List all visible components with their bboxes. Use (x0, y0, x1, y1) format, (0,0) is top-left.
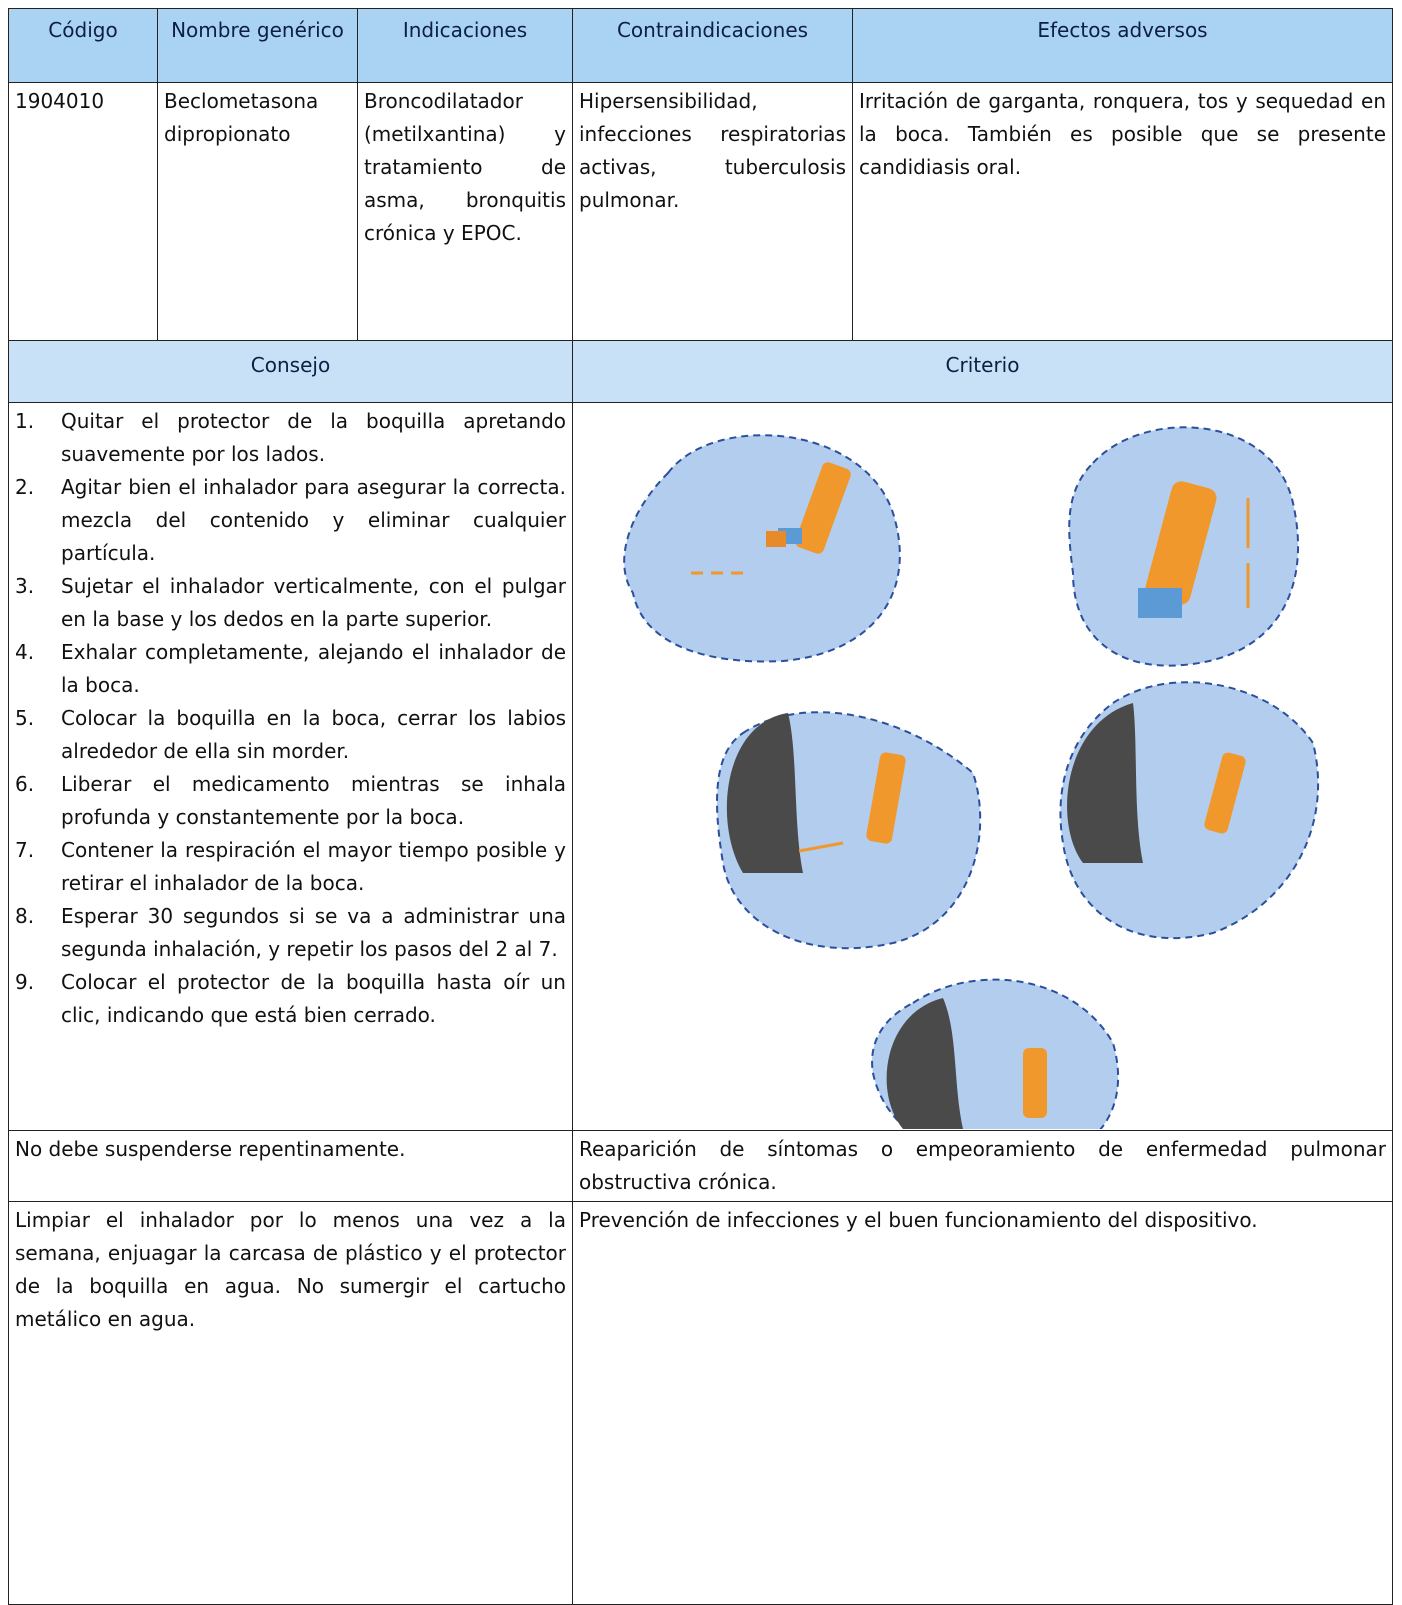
cell: Hipersensibilidad, infecciones respirato… (572, 82, 853, 341)
step-text: Colocar la boquilla en la boca, cerrar l… (61, 706, 566, 763)
drug-table: Código Nombre genérico Indicaciones Cont… (8, 8, 1393, 1605)
step-text: Liberar el medicamento mientras se inhal… (61, 772, 566, 829)
illustration (623, 434, 901, 663)
cell: Reaparición de síntomas o empeoramiento … (572, 1130, 1393, 1202)
step: 8. Esperar 30 segundos si se va a adminis… (15, 900, 566, 966)
step: 9. Colocar el protector de la boquilla ha… (15, 966, 566, 1032)
illustration (1059, 681, 1320, 940)
step: 6. Liberar el medicamento mientras se inh… (15, 768, 566, 834)
illustrations-cell (572, 402, 1393, 1131)
step: 1. Quitar el protector de la boquilla apr… (15, 405, 566, 471)
cell: Irritación de garganta, ronquera, tos y … (852, 82, 1393, 341)
illustration (871, 978, 1119, 1129)
header-cell: Código (8, 8, 158, 83)
steps-row: 1. Quitar el protector de la boquilla apr… (8, 402, 1393, 1131)
advice-row: No debe suspenderse repentinamente. Reap… (8, 1130, 1393, 1202)
step-text: Sujetar el inhalador verticalmente, con … (61, 574, 566, 631)
step-number: 1. (15, 409, 35, 433)
illustration (716, 711, 982, 950)
cell: 1904010 (8, 82, 158, 341)
step-text: Colocar el protector de la boquilla hast… (61, 970, 566, 1027)
cell: Limpiar el inhalador por lo menos una ve… (8, 1201, 573, 1605)
header-row: Código Nombre genérico Indicaciones Cont… (8, 8, 1393, 83)
step-number: 7. (15, 838, 35, 862)
header-cell: Contraindicaciones (572, 8, 853, 83)
step: 2. Agitar bien el inhalador para asegurar… (15, 471, 566, 570)
step: 7. Contener la respiración el mayor tiemp… (15, 834, 566, 900)
subheader-cell: Consejo (8, 340, 573, 403)
subheader-cell: Criterio (572, 340, 1393, 403)
step-number: 8. (15, 904, 35, 928)
cell: Broncodilatador (metilxantina) y tratami… (357, 82, 573, 341)
cell: Beclometasona dipropionato (157, 82, 358, 341)
step-number: 4. (15, 640, 35, 664)
step-number: 3. (15, 574, 35, 598)
step-text: Exhalar completamente, alejando el inhal… (61, 640, 566, 697)
illustrations (623, 426, 1320, 1129)
step-text: Quitar el protector de la boquilla apret… (61, 409, 566, 466)
header-cell: Efectos adversos (852, 8, 1393, 83)
cell: Prevención de infecciones y el buen func… (572, 1201, 1393, 1605)
cell: No debe suspenderse repentinamente. (8, 1130, 573, 1202)
step-text: Esperar 30 segundos si se va a administr… (61, 904, 566, 961)
step: 4. Exhalar completamente, alejando el inh… (15, 636, 566, 702)
header-cell: Indicaciones (357, 8, 573, 83)
step: 5. Colocar la boquilla en la boca, cerrar… (15, 702, 566, 768)
advice-row: Limpiar el inhalador por lo menos una ve… (8, 1201, 1393, 1605)
steps-list: 1. Quitar el protector de la boquilla apr… (15, 405, 566, 1032)
header-cell: Nombre genérico (157, 8, 358, 83)
step-number: 2. (15, 475, 35, 499)
step-number: 5. (15, 706, 35, 730)
step-number: 9. (15, 970, 35, 994)
drug-row: 1904010 Beclometasona dipropionato Bronc… (8, 82, 1393, 341)
step-text: Contener la respiración el mayor tiempo … (61, 838, 566, 895)
subheader-row: Consejo Criterio (8, 340, 1393, 403)
step: 3. Sujetar el inhalador verticalmente, co… (15, 570, 566, 636)
step-text: Agitar bien el inhalador para asegurar l… (61, 475, 566, 565)
illustration (1068, 426, 1300, 667)
steps-cell: 1. Quitar el protector de la boquilla apr… (8, 402, 573, 1131)
step-number: 6. (15, 772, 35, 796)
